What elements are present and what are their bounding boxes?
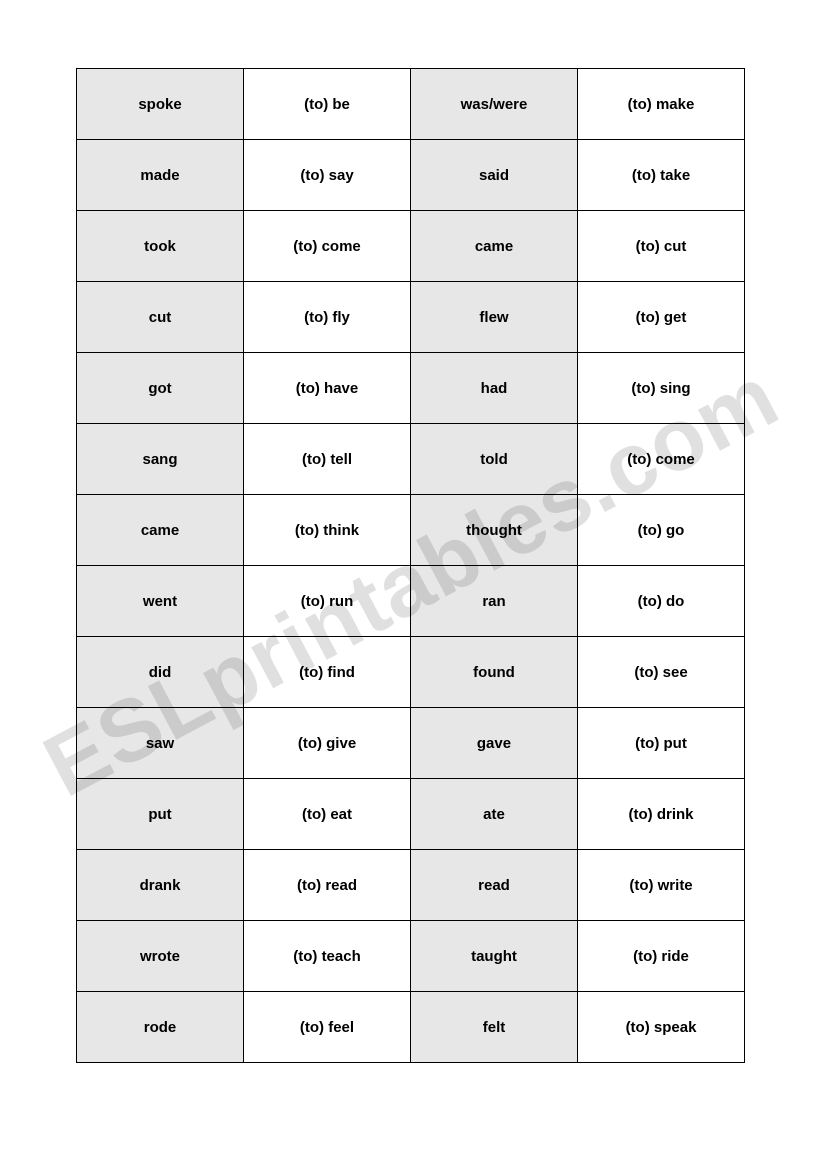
table-row: cut(to) flyflew(to) get xyxy=(77,282,745,353)
infinitive-cell: (to) go xyxy=(578,495,745,566)
past-tense-cell: put xyxy=(77,779,244,850)
infinitive-cell: (to) drink xyxy=(578,779,745,850)
past-tense-cell: sang xyxy=(77,424,244,495)
table-row: saw(to) givegave(to) put xyxy=(77,708,745,779)
infinitive-cell: (to) be xyxy=(244,69,411,140)
table-row: put(to) eatate(to) drink xyxy=(77,779,745,850)
table-row: took(to) comecame(to) cut xyxy=(77,211,745,282)
table-row: drank(to) readread(to) write xyxy=(77,850,745,921)
infinitive-cell: (to) say xyxy=(244,140,411,211)
past-tense-cell: made xyxy=(77,140,244,211)
past-tense-cell: said xyxy=(411,140,578,211)
past-tense-cell: got xyxy=(77,353,244,424)
infinitive-cell: (to) do xyxy=(578,566,745,637)
past-tense-cell: drank xyxy=(77,850,244,921)
past-tense-cell: went xyxy=(77,566,244,637)
past-tense-cell: did xyxy=(77,637,244,708)
past-tense-cell: rode xyxy=(77,992,244,1063)
infinitive-cell: (to) speak xyxy=(578,992,745,1063)
table-row: got(to) havehad(to) sing xyxy=(77,353,745,424)
infinitive-cell: (to) sing xyxy=(578,353,745,424)
table-row: went(to) runran(to) do xyxy=(77,566,745,637)
infinitive-cell: (to) have xyxy=(244,353,411,424)
past-tense-cell: told xyxy=(411,424,578,495)
infinitive-cell: (to) put xyxy=(578,708,745,779)
table-row: did(to) findfound(to) see xyxy=(77,637,745,708)
table-row: came(to) thinkthought(to) go xyxy=(77,495,745,566)
verb-table-body: spoke(to) bewas/were(to) makemade(to) sa… xyxy=(77,69,745,1063)
infinitive-cell: (to) ride xyxy=(578,921,745,992)
past-tense-cell: saw xyxy=(77,708,244,779)
past-tense-cell: ate xyxy=(411,779,578,850)
table-row: made(to) saysaid(to) take xyxy=(77,140,745,211)
past-tense-cell: ran xyxy=(411,566,578,637)
infinitive-cell: (to) cut xyxy=(578,211,745,282)
past-tense-cell: came xyxy=(77,495,244,566)
infinitive-cell: (to) eat xyxy=(244,779,411,850)
past-tense-cell: flew xyxy=(411,282,578,353)
past-tense-cell: spoke xyxy=(77,69,244,140)
past-tense-cell: found xyxy=(411,637,578,708)
infinitive-cell: (to) fly xyxy=(244,282,411,353)
infinitive-cell: (to) get xyxy=(578,282,745,353)
table-row: spoke(to) bewas/were(to) make xyxy=(77,69,745,140)
past-tense-cell: thought xyxy=(411,495,578,566)
verb-table: spoke(to) bewas/were(to) makemade(to) sa… xyxy=(76,68,745,1063)
table-row: wrote(to) teachtaught(to) ride xyxy=(77,921,745,992)
table-row: sang(to) telltold(to) come xyxy=(77,424,745,495)
infinitive-cell: (to) run xyxy=(244,566,411,637)
infinitive-cell: (to) find xyxy=(244,637,411,708)
past-tense-cell: had xyxy=(411,353,578,424)
infinitive-cell: (to) make xyxy=(578,69,745,140)
infinitive-cell: (to) feel xyxy=(244,992,411,1063)
infinitive-cell: (to) think xyxy=(244,495,411,566)
past-tense-cell: gave xyxy=(411,708,578,779)
infinitive-cell: (to) come xyxy=(244,211,411,282)
infinitive-cell: (to) take xyxy=(578,140,745,211)
infinitive-cell: (to) read xyxy=(244,850,411,921)
infinitive-cell: (to) give xyxy=(244,708,411,779)
past-tense-cell: was/were xyxy=(411,69,578,140)
infinitive-cell: (to) see xyxy=(578,637,745,708)
past-tense-cell: came xyxy=(411,211,578,282)
table-row: rode(to) feelfelt(to) speak xyxy=(77,992,745,1063)
past-tense-cell: wrote xyxy=(77,921,244,992)
past-tense-cell: taught xyxy=(411,921,578,992)
infinitive-cell: (to) teach xyxy=(244,921,411,992)
infinitive-cell: (to) tell xyxy=(244,424,411,495)
worksheet-page: spoke(to) bewas/were(to) makemade(to) sa… xyxy=(76,68,745,1063)
infinitive-cell: (to) come xyxy=(578,424,745,495)
past-tense-cell: took xyxy=(77,211,244,282)
past-tense-cell: read xyxy=(411,850,578,921)
past-tense-cell: felt xyxy=(411,992,578,1063)
past-tense-cell: cut xyxy=(77,282,244,353)
infinitive-cell: (to) write xyxy=(578,850,745,921)
